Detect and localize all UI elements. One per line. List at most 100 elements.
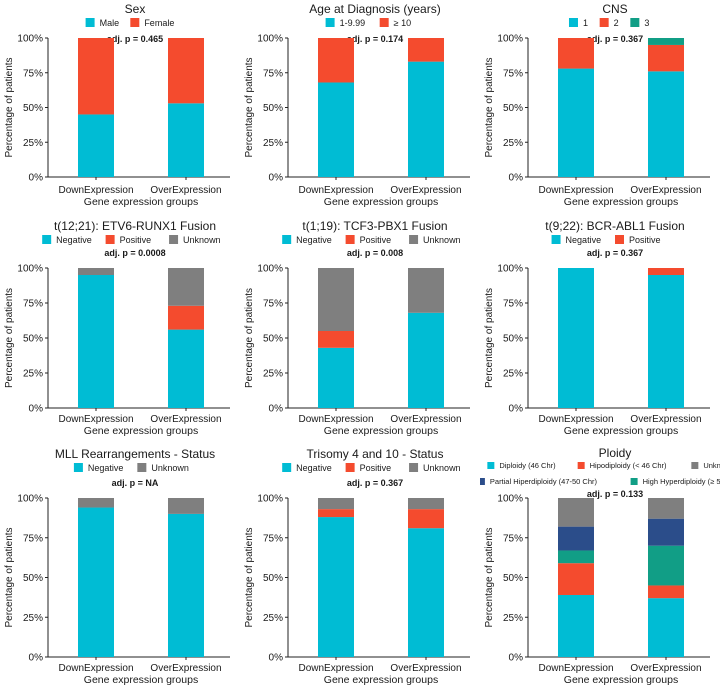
chart-title: t(12;21): ETV6-RUNX1 Fusion — [54, 219, 216, 233]
legend-label: Unknown — [423, 235, 461, 245]
y-tick-label: 50% — [263, 334, 283, 345]
y-tick-label: 25% — [503, 138, 523, 149]
legend-swatch — [577, 462, 585, 469]
bar-segment-overexpression-3 — [648, 38, 684, 45]
x-tick-label: OverExpression — [150, 663, 221, 674]
y-tick-label: 25% — [23, 369, 43, 380]
y-tick-label: 100% — [257, 264, 283, 275]
chart-panel-bcr-abl1: t(9;22): BCR-ABL1 Fusion Negative Positive… — [480, 218, 720, 445]
chart-age-at-diagnosis: Age at Diagnosis (years) 1-9.99 ≥ 10 adj. p… — [244, 2, 470, 208]
x-axis-label: Gene expression groups — [324, 196, 438, 208]
legend-label: Negative — [296, 463, 332, 473]
legend-swatch — [379, 18, 389, 27]
legend-label: Negative — [56, 235, 92, 245]
y-tick-label: 0% — [29, 653, 44, 664]
y-tick-label: 50% — [23, 103, 43, 114]
x-axis-label: Gene expression groups — [564, 425, 678, 437]
bar-segment-overexpression-1 — [648, 71, 684, 177]
bar-segment-downexpression-positive — [318, 509, 354, 518]
bar-segment-downexpression-negative — [318, 347, 354, 408]
legend-label: Negative — [566, 235, 602, 245]
bar-segment-downexpression-female — [78, 38, 114, 115]
legend-swatch — [282, 235, 292, 244]
bar-segment-overexpression-unknown — [168, 498, 204, 514]
y-axis-label: Percentage of patients — [244, 57, 255, 157]
y-tick-label: 100% — [257, 494, 283, 505]
x-axis-label: Gene expression groups — [564, 674, 678, 686]
legend-swatch — [85, 18, 95, 27]
legend-swatch — [615, 235, 624, 244]
p-value-label: adj. p = 0.367 — [587, 248, 643, 258]
x-tick-label: DownExpression — [298, 414, 373, 425]
legend-label: High Hyperdiploidy (≥ 51) — [643, 477, 720, 486]
y-tick-label: 25% — [263, 369, 283, 380]
legend-swatch — [130, 18, 140, 27]
bar-segment-downexpression-unknown — [78, 268, 114, 275]
y-axis-label: Percentage of patients — [4, 527, 15, 627]
legend-swatch — [105, 235, 115, 244]
x-tick-label: OverExpression — [630, 185, 701, 196]
y-axis-label: Percentage of patients — [244, 288, 255, 388]
legend-swatch — [477, 478, 485, 485]
y-axis-label: Percentage of patients — [484, 527, 495, 627]
bar-segment-overexpression-diploidy-46-chr — [648, 598, 684, 657]
legend-swatch — [551, 235, 561, 244]
p-value-label: adj. p = 0.133 — [587, 489, 643, 499]
bar-segment-overexpression-partial-hiperdiploidy-47-50-chr — [648, 518, 684, 546]
x-tick-label: DownExpression — [58, 414, 133, 425]
legend-swatch — [73, 463, 83, 472]
chart-sex: Sex Male Female adj. p = 0.465 0% 25% 50% 75% 10… — [4, 2, 230, 208]
chart-mll: MLL Rearrangements - Status Negative Unkno… — [4, 447, 230, 686]
bar-segment-downexpression-10 — [318, 38, 354, 83]
chart-panel-tcf3-pbx1: t(1;19): TCF3-PBX1 Fusion Negative Positiv… — [240, 218, 480, 445]
y-tick-label: 50% — [23, 334, 43, 345]
y-axis-label: Percentage of patients — [244, 527, 255, 627]
legend-label: Diploidy (46 Chr) — [499, 461, 556, 470]
x-tick-label: OverExpression — [390, 663, 461, 674]
legend-label: Unknown — [151, 463, 189, 473]
p-value-label: adj. p = 0.367 — [587, 34, 643, 44]
bar-segment-downexpression-1 — [558, 68, 594, 177]
chart-panel-sex: Sex Male Female adj. p = 0.465 0% 25% 50% 75% 10… — [0, 0, 240, 220]
chart-bcr-abl1: t(9;22): BCR-ABL1 Fusion Negative Positive… — [484, 219, 710, 437]
bar-segment-overexpression-1-9-99 — [408, 61, 444, 177]
y-tick-label: 100% — [17, 34, 43, 45]
chart-ploidy: Ploidy Diploidy (46 Chr) Hipodiploidy (< 4… — [477, 446, 720, 686]
chart-title: t(9;22): BCR-ABL1 Fusion — [545, 219, 684, 233]
legend-label: Positive — [360, 463, 392, 473]
y-tick-label: 0% — [509, 653, 524, 664]
legend-swatch — [345, 235, 355, 244]
x-tick-label: DownExpression — [298, 663, 373, 674]
x-tick-label: DownExpression — [58, 185, 133, 196]
chart-title: MLL Rearrangements - Status — [55, 447, 215, 461]
bar-segment-downexpression-positive — [318, 331, 354, 348]
y-tick-label: 0% — [269, 173, 284, 184]
x-tick-label: OverExpression — [630, 414, 701, 425]
legend-swatch — [487, 462, 495, 469]
y-tick-label: 25% — [263, 613, 283, 624]
legend-label: Unknown — [183, 235, 221, 245]
legend-swatch — [630, 18, 640, 27]
y-tick-label: 0% — [29, 173, 44, 184]
x-tick-label: DownExpression — [538, 185, 613, 196]
y-tick-label: 25% — [503, 613, 523, 624]
bar-segment-overexpression-negative — [168, 329, 204, 408]
y-tick-label: 75% — [23, 68, 43, 79]
y-tick-label: 75% — [263, 299, 283, 310]
y-tick-label: 50% — [503, 334, 523, 345]
legend-label: Partial Hiperdiploidy (47-50 Chr) — [490, 477, 598, 486]
chart-title: Sex — [125, 2, 146, 16]
y-tick-label: 0% — [509, 173, 524, 184]
y-tick-label: 0% — [269, 653, 284, 664]
legend-swatch — [137, 463, 147, 472]
y-tick-label: 75% — [263, 68, 283, 79]
y-tick-label: 25% — [263, 138, 283, 149]
bar-segment-overexpression-male — [168, 103, 204, 177]
bar-segment-downexpression-hipodiploidy-46-chr — [558, 563, 594, 595]
y-tick-label: 50% — [263, 103, 283, 114]
bar-segment-overexpression-unknown — [408, 268, 444, 313]
bar-segment-overexpression-negative — [408, 312, 444, 408]
bar-segment-downexpression-male — [78, 114, 114, 177]
legend-label: Positive — [360, 235, 392, 245]
x-axis-label: Gene expression groups — [84, 196, 198, 208]
